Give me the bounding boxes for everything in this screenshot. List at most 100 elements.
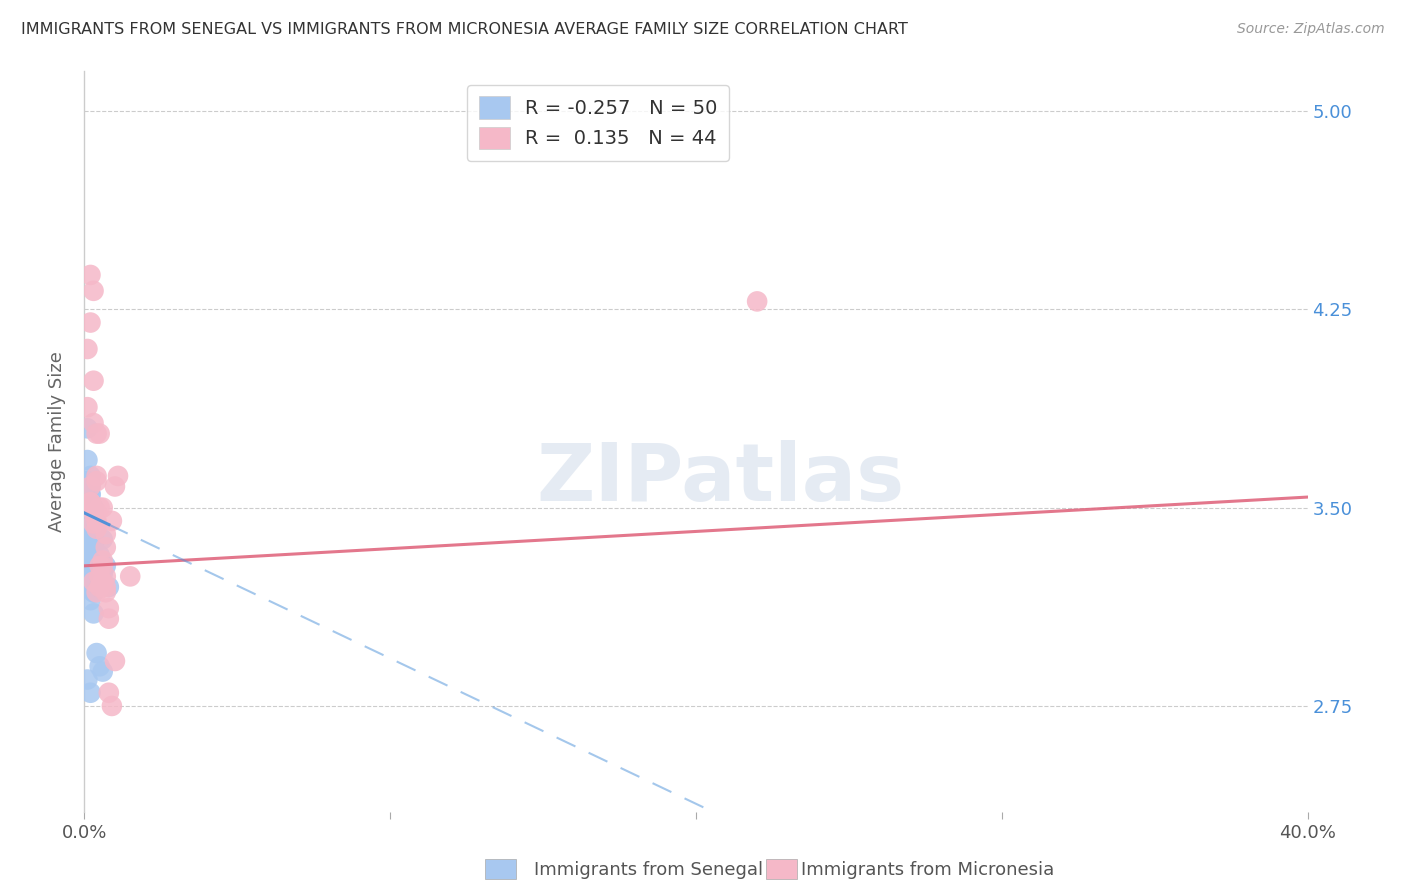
- Point: [79, 479, 101, 493]
- Text: Immigrants from Senegal: Immigrants from Senegal: [534, 861, 763, 879]
- Point: [83, 527, 105, 541]
- Point: [76, 500, 98, 515]
- Point: [79, 548, 101, 562]
- Point: [83, 607, 105, 621]
- Point: [83, 516, 105, 531]
- Point: [79, 574, 101, 589]
- Point: [94, 585, 117, 599]
- Y-axis label: Average Family Size: Average Family Size: [48, 351, 66, 532]
- Point: [83, 538, 105, 552]
- Text: Immigrants from Micronesia: Immigrants from Micronesia: [801, 861, 1054, 879]
- Point: [86, 506, 108, 520]
- Point: [79, 566, 101, 581]
- Point: [86, 646, 108, 660]
- Point: [97, 601, 120, 615]
- Point: [86, 516, 108, 531]
- Point: [89, 569, 111, 583]
- Point: [101, 698, 124, 713]
- Point: [79, 541, 101, 555]
- Point: [79, 487, 101, 501]
- Point: [101, 514, 124, 528]
- Point: [79, 487, 101, 501]
- Point: [79, 316, 101, 330]
- Point: [86, 469, 108, 483]
- Point: [94, 569, 117, 583]
- Point: [120, 569, 142, 583]
- Point: [91, 533, 114, 547]
- Point: [76, 474, 98, 488]
- Point: [76, 558, 98, 573]
- Point: [91, 665, 114, 679]
- Point: [79, 553, 101, 567]
- Point: [76, 558, 98, 573]
- Point: [76, 580, 98, 594]
- Point: [89, 558, 111, 573]
- Point: [83, 574, 105, 589]
- Point: [97, 612, 120, 626]
- Point: [89, 548, 111, 562]
- Point: [94, 558, 117, 573]
- Point: [86, 522, 108, 536]
- Point: [79, 686, 101, 700]
- Point: [79, 593, 101, 607]
- Point: [76, 474, 98, 488]
- Point: [83, 548, 105, 562]
- Point: [107, 469, 129, 483]
- Point: [91, 574, 114, 589]
- Point: [79, 268, 101, 282]
- Point: [83, 506, 105, 520]
- Point: [89, 426, 111, 441]
- Point: [79, 553, 101, 567]
- Point: [91, 553, 114, 567]
- Point: [79, 469, 101, 483]
- Point: [76, 400, 98, 414]
- Point: [83, 514, 105, 528]
- Point: [94, 580, 117, 594]
- Point: [76, 453, 98, 467]
- Point: [97, 580, 120, 594]
- Point: [76, 495, 98, 509]
- Point: [89, 500, 111, 515]
- Point: [83, 585, 105, 599]
- Point: [86, 585, 108, 599]
- Point: [79, 508, 101, 523]
- Point: [79, 574, 101, 589]
- Point: [76, 342, 98, 356]
- Point: [91, 558, 114, 573]
- Point: [86, 474, 108, 488]
- Text: Source: ZipAtlas.com: Source: ZipAtlas.com: [1237, 22, 1385, 37]
- Point: [76, 580, 98, 594]
- Point: [86, 580, 108, 594]
- Point: [83, 416, 105, 430]
- Point: [747, 294, 769, 309]
- Text: IMMIGRANTS FROM SENEGAL VS IMMIGRANTS FROM MICRONESIA AVERAGE FAMILY SIZE CORREL: IMMIGRANTS FROM SENEGAL VS IMMIGRANTS FR…: [21, 22, 908, 37]
- Point: [91, 566, 114, 581]
- Point: [83, 506, 105, 520]
- Point: [83, 374, 105, 388]
- Point: [89, 580, 111, 594]
- Point: [86, 426, 108, 441]
- Point: [76, 673, 98, 687]
- Point: [76, 421, 98, 435]
- Point: [79, 479, 101, 493]
- Point: [83, 522, 105, 536]
- Legend: R = -0.257   N = 50, R =  0.135   N = 44: R = -0.257 N = 50, R = 0.135 N = 44: [467, 85, 730, 161]
- Point: [104, 654, 127, 668]
- Point: [79, 514, 101, 528]
- Point: [79, 527, 101, 541]
- Point: [79, 495, 101, 509]
- Point: [97, 686, 120, 700]
- Point: [91, 500, 114, 515]
- Point: [83, 284, 105, 298]
- Point: [79, 566, 101, 581]
- Text: ZIPatlas: ZIPatlas: [536, 440, 904, 517]
- Point: [94, 527, 117, 541]
- Point: [104, 479, 127, 493]
- Point: [83, 522, 105, 536]
- Point: [86, 514, 108, 528]
- Point: [83, 500, 105, 515]
- Point: [83, 533, 105, 547]
- Point: [83, 585, 105, 599]
- Point: [89, 659, 111, 673]
- Point: [94, 541, 117, 555]
